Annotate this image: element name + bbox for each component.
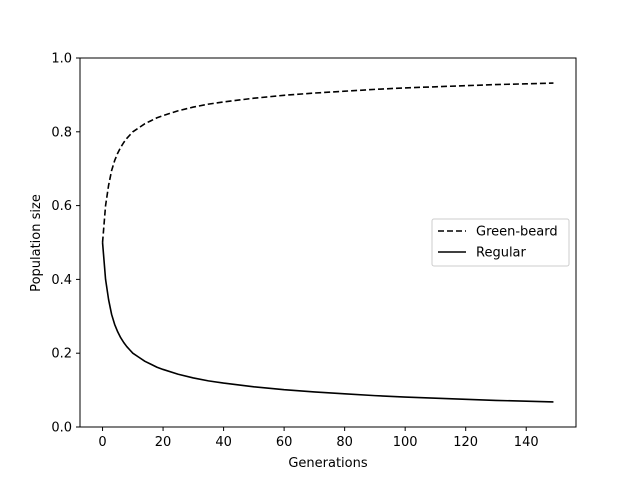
series-line-regular: [101, 242, 554, 403]
x-tick-label: 140: [514, 435, 539, 450]
x-tick-label: 20: [155, 435, 172, 450]
x-tick-label: 40: [215, 435, 232, 450]
y-tick-label: 0.8: [51, 125, 72, 140]
x-tick-label: 100: [393, 435, 418, 450]
legend-box: [431, 218, 570, 267]
series-line-green-beard: [101, 82, 554, 243]
y-tick-label: 0.2: [51, 347, 72, 362]
y-axis-label: Population size: [29, 194, 44, 292]
x-tick-label: 120: [453, 435, 478, 450]
plot-area: [79, 57, 577, 428]
y-axis-ticks: 0.0 0.2 0.4 0.6 0.8 1.0: [51, 52, 80, 436]
x-axis-label: Generations: [288, 456, 368, 471]
series-lines: [101, 82, 554, 403]
x-tick-label: 60: [276, 435, 293, 450]
x-axis-ticks: 0 20 40 60 80 100 120 140: [98, 427, 539, 450]
y-tick-label: 0.4: [51, 273, 72, 288]
legend-label-green-beard: Green-beard: [476, 225, 558, 240]
y-tick-label: 1.0: [51, 52, 72, 67]
x-tick-label: 0: [98, 435, 106, 450]
y-tick-label: 0.0: [51, 421, 72, 436]
x-tick-label: 80: [336, 435, 353, 450]
plot-frame: [79, 57, 577, 428]
y-tick-label: 0.6: [51, 199, 72, 214]
legend: Green-beard Regular: [431, 218, 570, 267]
legend-label-regular: Regular: [476, 246, 527, 261]
